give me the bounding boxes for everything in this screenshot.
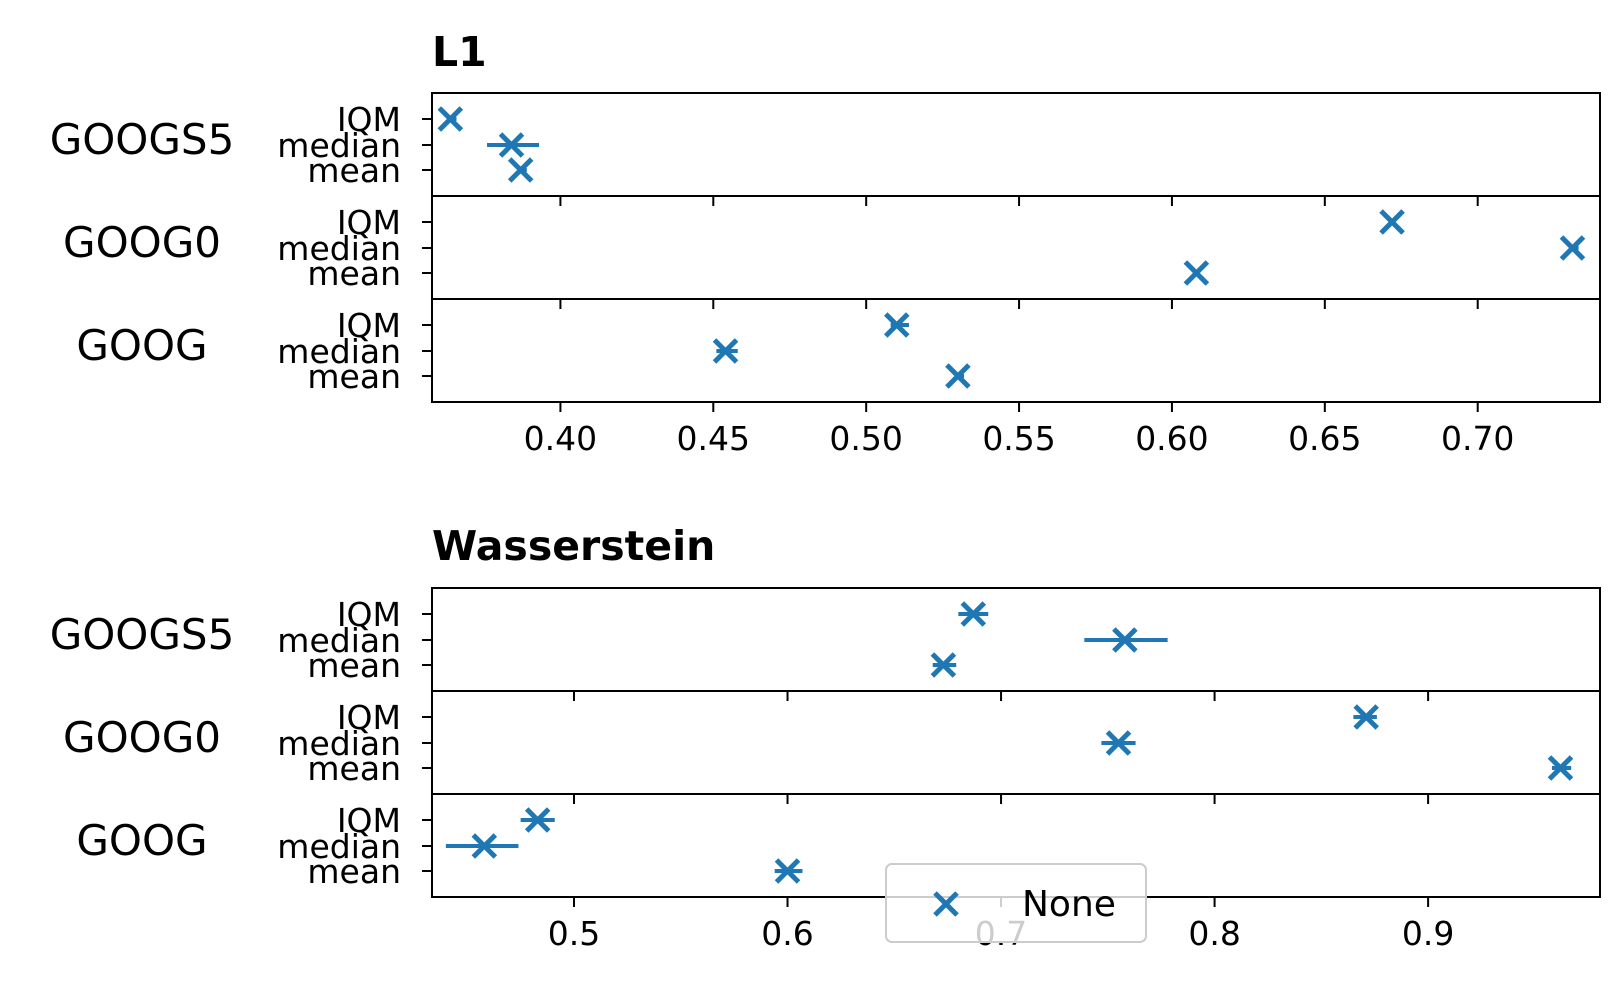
- data-point-goog-iqm: [883, 312, 910, 338]
- marker-stroke: [498, 132, 525, 158]
- data-point-goog0-mean: [1547, 755, 1574, 781]
- marker-stroke: [471, 833, 498, 859]
- group-label: GOOG0: [63, 713, 221, 762]
- x-tick-label: 0.5: [548, 914, 600, 953]
- marker-stroke: [1112, 627, 1138, 653]
- marker-stroke: [1353, 704, 1379, 730]
- data-point-googs5-mean: [507, 157, 534, 183]
- data-point-goog0-iqm: [1379, 209, 1405, 235]
- marker-stroke: [883, 312, 910, 338]
- stat-label-median: median: [277, 827, 401, 866]
- data-point-goog-iqm: [524, 807, 551, 833]
- stat-label-iqm: IQM: [337, 801, 401, 840]
- data-point-goog0-median: [1559, 235, 1586, 261]
- legend-marker: [933, 891, 959, 917]
- legend-marker-x: [933, 891, 959, 917]
- x-tick-label: 0.6: [761, 914, 813, 953]
- data-point-goog-mean: [774, 858, 801, 884]
- x-tick-label: 0.40: [524, 419, 597, 458]
- group-label: GOOGS5: [50, 610, 235, 659]
- stat-label-iqm: IQM: [337, 595, 401, 634]
- x-tick-label: 0.60: [1135, 419, 1208, 458]
- stat-label-mean: mean: [307, 749, 401, 788]
- stat-label-iqm: IQM: [337, 203, 401, 242]
- marker-stroke: [1547, 755, 1574, 781]
- stat-label-median: median: [277, 229, 401, 268]
- group-label: GOOG: [76, 816, 207, 865]
- data-point-goog0-mean: [1183, 260, 1210, 286]
- marker-stroke: [1183, 260, 1210, 286]
- marker-stroke: [437, 106, 464, 132]
- group-label: GOOG: [76, 321, 207, 370]
- x-tick-label: 0.8: [1188, 914, 1240, 953]
- stat-label-median: median: [277, 126, 401, 165]
- marker-stroke: [507, 157, 534, 183]
- legend: None: [885, 863, 1147, 943]
- marker-stroke: [1105, 730, 1132, 756]
- marker-stroke: [774, 858, 801, 884]
- stat-label-median: median: [277, 621, 401, 660]
- x-tick-label: 0.45: [677, 419, 750, 458]
- data-point-goog0-iqm: [1353, 704, 1379, 730]
- stat-label-mean: mean: [307, 254, 401, 293]
- data-point-goog-median: [712, 338, 739, 364]
- marker-stroke: [1559, 235, 1586, 261]
- data-point-googs5-iqm: [960, 601, 987, 627]
- legend-frame: [885, 863, 1147, 943]
- panel-title: L1: [432, 28, 487, 76]
- x-tick-label: 0.55: [982, 419, 1055, 458]
- x-tick-label: 0.50: [829, 419, 902, 458]
- panel-title: Wasserstein: [432, 522, 715, 570]
- stat-label-mean: mean: [307, 852, 401, 891]
- marker-stroke: [712, 338, 739, 364]
- data-point-googs5-mean: [930, 652, 957, 678]
- marker-stroke: [930, 652, 957, 678]
- marker-stroke: [960, 601, 987, 627]
- marker-stroke: [945, 363, 971, 389]
- data-point-googs5-median: [498, 132, 525, 158]
- data-point-goog0-median: [1105, 730, 1132, 756]
- marker-stroke: [524, 807, 551, 833]
- stat-label-median: median: [277, 332, 401, 371]
- x-tick-label: 0.70: [1441, 419, 1514, 458]
- marker-stroke: [933, 891, 959, 917]
- legend-label: None: [1022, 884, 1116, 925]
- stat-label-mean: mean: [307, 646, 401, 685]
- stat-label-iqm: IQM: [337, 100, 401, 139]
- stat-label-median: median: [277, 724, 401, 763]
- stat-label-mean: mean: [307, 151, 401, 190]
- x-axis: 0.40 0.45 0.50 0.55 0.60 0.65 0.70: [524, 402, 1514, 458]
- data-point-goog-mean: [945, 363, 971, 389]
- stat-label-mean: mean: [307, 357, 401, 396]
- x-tick-label: 0.9: [1402, 914, 1454, 953]
- stat-label-iqm: IQM: [337, 698, 401, 737]
- stat-label-iqm: IQM: [337, 306, 401, 345]
- data-point-googs5-iqm: [437, 106, 464, 132]
- group-label: GOOGS5: [50, 115, 235, 164]
- data-point-goog-median: [471, 833, 498, 859]
- x-tick-label: 0.65: [1288, 419, 1361, 458]
- marker-stroke: [1379, 209, 1405, 235]
- group-label: GOOG0: [63, 218, 221, 267]
- data-point-googs5-median: [1112, 627, 1138, 653]
